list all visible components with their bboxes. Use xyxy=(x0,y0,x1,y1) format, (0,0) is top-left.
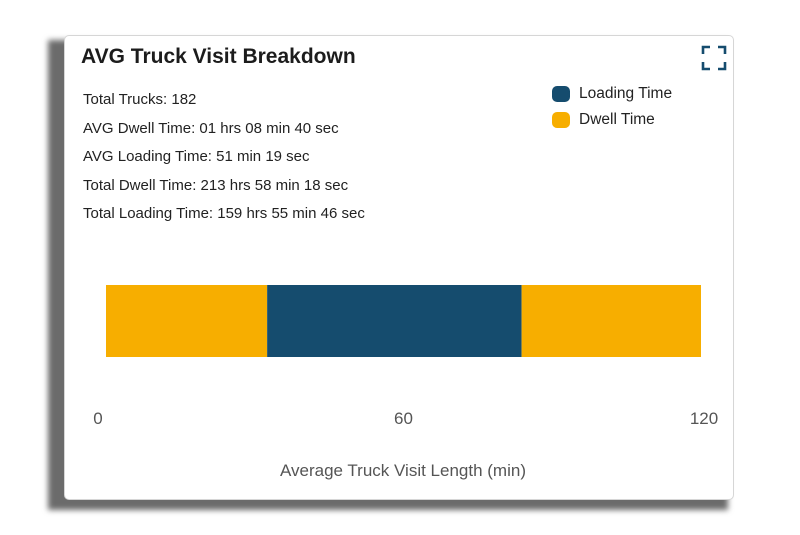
stat-total-trucks: Total Trucks: 182 xyxy=(83,91,197,108)
fullscreen-icon[interactable] xyxy=(701,45,727,71)
bar-segment-loading[interactable] xyxy=(267,285,522,357)
stat-total-dwell: Total Dwell Time: 213 hrs 58 min 18 sec xyxy=(83,176,349,194)
x-axis-label: Average Truck Visit Length (min) xyxy=(280,461,526,480)
bar-segment-dwell[interactable] xyxy=(521,285,701,357)
legend-item-loading[interactable]: Loading Time xyxy=(552,81,672,107)
legend-item-dwell[interactable]: Dwell Time xyxy=(552,107,672,133)
stats-list: Total Trucks: 182 AVG Dwell Time: 01 hrs… xyxy=(83,90,365,233)
legend-label: Dwell Time xyxy=(579,111,655,128)
x-tick-label: 60 xyxy=(394,409,413,428)
stat-avg-dwell: AVG Dwell Time: 01 hrs 08 min 40 sec xyxy=(83,119,339,137)
bar-chart: 0 60 120 Average Truck Visit Length (min) xyxy=(93,285,718,480)
legend-label: Loading Time xyxy=(579,85,673,102)
card-title: AVG Truck Visit Breakdown xyxy=(81,45,356,68)
stat-total-loading: Total Loading Time: 159 hrs 55 min 46 se… xyxy=(83,205,365,222)
legend: Loading Time Dwell Time xyxy=(552,81,672,133)
legend-swatch-loading xyxy=(552,86,570,102)
x-tick-label: 120 xyxy=(690,409,718,428)
x-tick-label: 0 xyxy=(93,409,102,428)
chart-card: AVG Truck Visit Breakdown Total Trucks: … xyxy=(64,35,734,500)
stat-avg-loading: AVG Loading Time: 51 min 19 sec xyxy=(83,148,310,165)
bar-segment-dwell[interactable] xyxy=(106,285,268,357)
legend-swatch-dwell xyxy=(552,112,570,128)
